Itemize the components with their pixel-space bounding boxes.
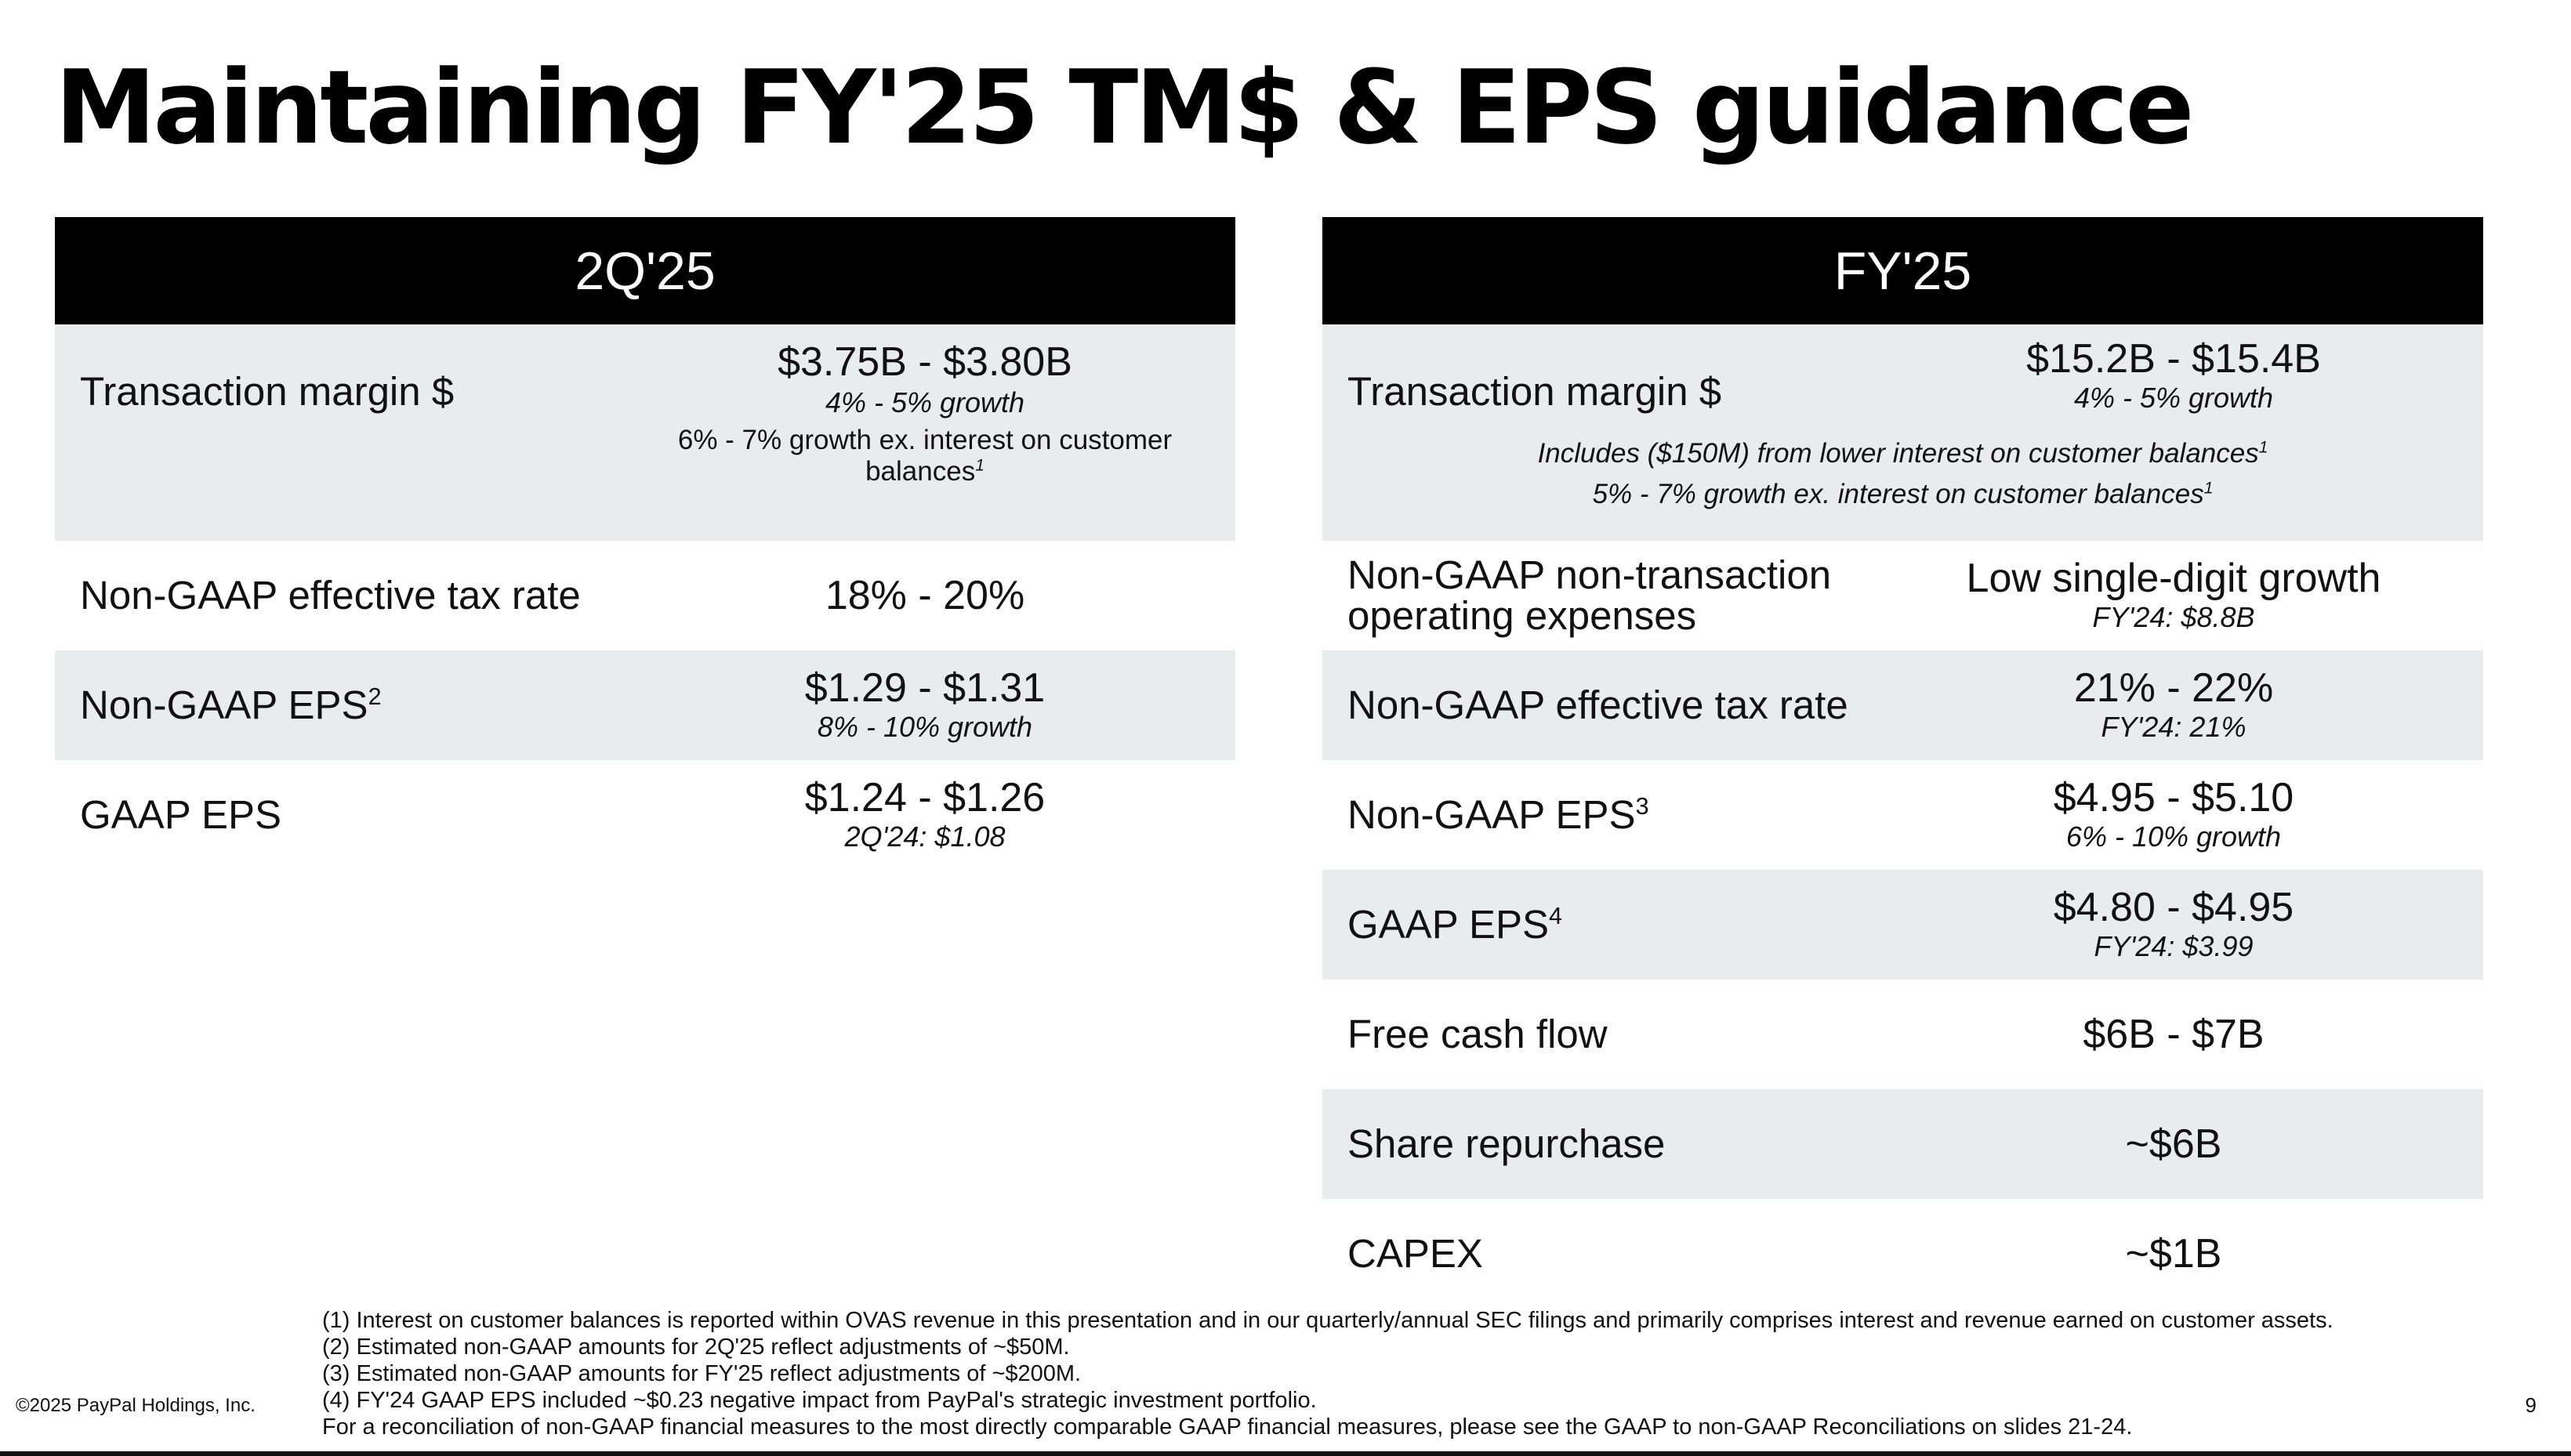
page-number: 9 xyxy=(2525,1393,2537,1417)
guidance-row-non-gaap-eps: Non-GAAP EPS3 $4.95 - $5.10 6% - 10% gro… xyxy=(1322,760,2483,870)
row-subvalue: FY'24: $8.8B xyxy=(2092,601,2255,633)
row-value-block: $1.29 - $1.31 8% - 10% growth xyxy=(651,666,1199,744)
row-value-block: 21% - 22% FY'24: 21% xyxy=(1899,666,2448,744)
row-value-block: ~$6B xyxy=(1899,1122,2448,1166)
row-value: Low single-digit growth xyxy=(1966,556,2381,601)
row-subvalue: 6% - 10% growth xyxy=(2065,820,2282,853)
row-value-block: ~$1B xyxy=(1899,1232,2448,1276)
row-label: Share repurchase xyxy=(1347,1121,1666,1166)
row-label: Free cash flow xyxy=(1347,1012,1608,1056)
footnotes: (1) Interest on customer balances is rep… xyxy=(322,1307,2333,1440)
row-label: GAAP EPS4 xyxy=(1347,902,1563,947)
full-year-guidance-panel: FY'25 Transaction margin $ $15.2B - $15.… xyxy=(1322,217,2483,1309)
row-value: $15.2B - $15.4B xyxy=(2026,336,2321,382)
row-value-block: $4.80 - $4.95 FY'24: $3.99 xyxy=(1899,886,2448,964)
footnote: For a reconciliation of non-GAAP financi… xyxy=(322,1414,2133,1440)
row-note: 5% - 7% growth ex. interest on customer … xyxy=(1592,479,2214,509)
row-label: GAAP EPS xyxy=(80,792,282,837)
row-value: 18% - 20% xyxy=(825,573,1025,618)
row-value-block: $4.95 - $5.10 6% - 10% growth xyxy=(1899,776,2448,854)
row-label: Non-GAAP effective tax rate xyxy=(80,573,581,618)
row-value: $1.24 - $1.26 xyxy=(804,775,1046,820)
row-note: 6% - 7% growth ex. interest on customer … xyxy=(677,425,1173,487)
row-value-block: $6B - $7B xyxy=(1899,1012,2448,1056)
row-value: ~$6B xyxy=(2125,1121,2222,1167)
row-subvalue: 8% - 10% growth xyxy=(817,711,1033,743)
guidance-row-share-repurchase: Share repurchase ~$6B xyxy=(1322,1089,2483,1199)
guidance-row-free-cash-flow: Free cash flow $6B - $7B xyxy=(1322,980,2483,1089)
row-label: Transaction margin $ xyxy=(1347,369,1722,414)
row-label: Non-GAAP effective tax rate xyxy=(1347,683,1848,727)
row-label: Transaction margin $ xyxy=(80,369,455,414)
row-value-block: $15.2B - $15.4B 4% - 5% growth xyxy=(1899,337,2448,415)
guidance-row-non-gaap-eps: Non-GAAP EPS2 $1.29 - $1.31 8% - 10% gro… xyxy=(55,650,1235,760)
guidance-row-tax-rate: Non-GAAP effective tax rate 18% - 20% xyxy=(55,541,1235,650)
row-subvalue: FY'24: $3.99 xyxy=(2094,930,2254,962)
guidance-row-capex: CAPEX ~$1B xyxy=(1322,1199,2483,1309)
footnote: (4) FY'24 GAAP EPS included ~$0.23 negat… xyxy=(322,1388,1317,1413)
row-label: Non-GAAP non-transaction operating expen… xyxy=(1347,552,1832,638)
row-label: CAPEX xyxy=(1347,1231,1483,1276)
row-note: Includes ($150M) from lower interest on … xyxy=(1537,438,2268,469)
copyright: ©2025 PayPal Holdings, Inc. xyxy=(16,1395,256,1416)
footnote: (1) Interest on customer balances is rep… xyxy=(322,1308,2333,1333)
row-value: $4.80 - $4.95 xyxy=(2053,885,2294,930)
footnote: (3) Estimated non-GAAP amounts for FY'25… xyxy=(322,1361,1082,1386)
row-value-block: $3.75B - $3.80B 4% - 5% growth 6% - 7% g… xyxy=(651,340,1199,487)
row-value: $4.95 - $5.10 xyxy=(2053,775,2294,820)
page-title: Maintaining FY'25 TM$ & EPS guidance xyxy=(55,48,2195,167)
row-subvalue: 4% - 5% growth xyxy=(2073,382,2274,414)
row-value: $1.29 - $1.31 xyxy=(804,665,1046,711)
guidance-row-transaction-margin: Transaction margin $ $3.75B - $3.80B 4% … xyxy=(55,324,1235,541)
full-year-header: FY'25 xyxy=(1322,217,2483,324)
row-value-block: 18% - 20% xyxy=(651,574,1199,618)
row-subvalue: 4% - 5% growth xyxy=(825,386,1025,418)
row-note-block: Includes ($150M) from lower interest on … xyxy=(1322,438,2483,510)
guidance-row-tax-rate: Non-GAAP effective tax rate 21% - 22% FY… xyxy=(1322,650,2483,760)
bottom-divider xyxy=(0,1451,2571,1456)
row-value: $6B - $7B xyxy=(2083,1012,2265,1057)
guidance-row-gaap-eps: GAAP EPS4 $4.80 - $4.95 FY'24: $3.99 xyxy=(1322,870,2483,980)
footnote: (2) Estimated non-GAAP amounts for 2Q'25… xyxy=(322,1335,1070,1360)
guidance-row-transaction-margin: Transaction margin $ $15.2B - $15.4B 4% … xyxy=(1322,324,2483,541)
row-label: Non-GAAP EPS2 xyxy=(80,683,382,727)
row-label: Non-GAAP EPS3 xyxy=(1347,792,1649,837)
quarter-header: 2Q'25 xyxy=(55,217,1235,324)
guidance-row-opex: Non-GAAP non-transaction operating expen… xyxy=(1322,541,2483,650)
row-subvalue: FY'24: 21% xyxy=(2101,711,2246,743)
row-value-block: Low single-digit growth FY'24: $8.8B xyxy=(1899,556,2448,635)
row-value-block: $1.24 - $1.26 2Q'24: $1.08 xyxy=(651,776,1199,854)
row-value: 21% - 22% xyxy=(2073,665,2274,711)
row-value: ~$1B xyxy=(2125,1231,2222,1277)
guidance-row-gaap-eps: GAAP EPS $1.24 - $1.26 2Q'24: $1.08 xyxy=(55,760,1235,870)
quarter-guidance-panel: 2Q'25 Transaction margin $ $3.75B - $3.8… xyxy=(55,217,1235,870)
row-value: $3.75B - $3.80B xyxy=(778,339,1072,385)
row-subvalue: 2Q'24: $1.08 xyxy=(844,820,1006,853)
